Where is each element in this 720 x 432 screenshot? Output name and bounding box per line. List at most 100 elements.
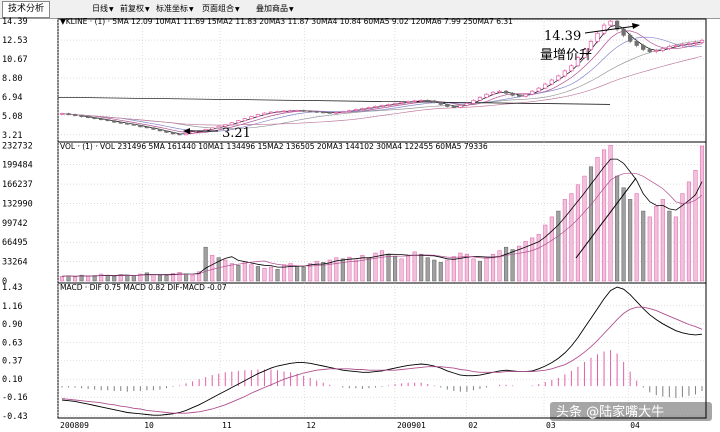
y-tick-label: 232732 bbox=[2, 141, 33, 151]
candle-body bbox=[582, 49, 587, 58]
candle-body bbox=[543, 83, 548, 89]
volume-bar bbox=[628, 199, 633, 282]
candle-body bbox=[516, 94, 522, 97]
candle-body bbox=[79, 115, 84, 117]
low-arrowhead bbox=[183, 128, 190, 134]
candle-body bbox=[419, 99, 424, 102]
volume-bar bbox=[334, 257, 339, 282]
volume-bar bbox=[353, 259, 358, 282]
volume-bar bbox=[210, 255, 215, 282]
toolbar-item-adjust[interactable]: 前复权▼ bbox=[120, 4, 150, 13]
toolbar-item-daily[interactable]: 日线▼ bbox=[92, 4, 114, 13]
volume-bar bbox=[445, 259, 450, 282]
candle-body bbox=[451, 106, 456, 108]
candle-body bbox=[353, 109, 359, 111]
volume-bar bbox=[425, 257, 430, 282]
candle-body bbox=[223, 124, 228, 127]
volume-bar bbox=[177, 272, 182, 282]
volume-bar bbox=[575, 184, 580, 282]
volume-bar bbox=[170, 273, 176, 282]
candle-body bbox=[327, 112, 332, 114]
y-tick-label: 0.63 bbox=[2, 338, 22, 348]
candle-body bbox=[347, 110, 352, 112]
volume-bar bbox=[99, 273, 104, 282]
y-tick-label: 10.67 bbox=[2, 55, 28, 65]
y-tick-label: -0.43 bbox=[2, 412, 28, 422]
candle-body bbox=[490, 91, 496, 95]
y-tick-label: 12.53 bbox=[2, 36, 28, 46]
candle-body bbox=[138, 124, 143, 128]
candle-body bbox=[484, 93, 489, 98]
candle-body bbox=[170, 132, 176, 135]
candle-body bbox=[432, 100, 437, 103]
peak-arrow bbox=[584, 25, 637, 34]
volume-bar bbox=[569, 193, 574, 282]
candle-body bbox=[680, 44, 685, 46]
price-header: ▼KLINE · (1) · 5MA 12.09 10MA1 11.69 15M… bbox=[60, 17, 513, 26]
toolbar-item-overlay[interactable]: 叠加商品▼ bbox=[256, 4, 294, 13]
candle-body bbox=[405, 101, 411, 103]
candle-body bbox=[647, 49, 652, 52]
x-tick-label: 04 bbox=[630, 421, 640, 430]
moving-average-line bbox=[61, 30, 703, 134]
volume-bar bbox=[647, 216, 652, 282]
volume-bar bbox=[621, 187, 626, 282]
volume-bar bbox=[634, 193, 639, 282]
tab-technical-analysis[interactable]: 技术分析 bbox=[2, 1, 50, 18]
candle-body bbox=[118, 121, 123, 124]
candle-body bbox=[562, 70, 568, 77]
candle-body bbox=[281, 110, 287, 113]
candle-body bbox=[294, 110, 300, 112]
volume-bar bbox=[184, 273, 189, 282]
candle-body bbox=[621, 28, 626, 36]
candle-body bbox=[85, 116, 91, 118]
x-tick-label: 12 bbox=[306, 421, 316, 430]
chart-frame bbox=[57, 18, 707, 419]
volume-bar bbox=[680, 193, 685, 282]
volume-bar bbox=[249, 264, 254, 282]
volume-bar bbox=[595, 157, 600, 282]
volume-bar bbox=[59, 276, 65, 282]
volume-bar bbox=[608, 145, 613, 282]
volume-bar bbox=[562, 199, 567, 282]
volume-bar bbox=[79, 274, 84, 282]
volume-bar bbox=[360, 255, 365, 282]
volume-bar bbox=[504, 246, 509, 282]
x-tick-label: 11 bbox=[222, 421, 232, 430]
candle-body bbox=[334, 112, 339, 114]
volume-bar bbox=[157, 274, 163, 282]
candle-body bbox=[386, 104, 391, 106]
long-trend-line bbox=[57, 96, 611, 105]
toolbar-item-coordinate[interactable]: 标准坐标▼ bbox=[156, 4, 194, 13]
candle-body bbox=[229, 122, 234, 126]
volume-bar bbox=[268, 266, 274, 282]
y-tick-label: 3.21 bbox=[2, 131, 22, 141]
volume-bar bbox=[641, 210, 646, 282]
volume-bar bbox=[340, 258, 345, 282]
y-tick-label: 0.90 bbox=[2, 320, 22, 330]
candle-body bbox=[177, 133, 182, 136]
volume-trendline bbox=[575, 177, 637, 259]
candle-body bbox=[66, 113, 71, 115]
candle-body bbox=[673, 45, 679, 47]
volume-bar bbox=[73, 276, 78, 282]
volume-bar bbox=[281, 264, 287, 282]
volume-bar bbox=[262, 267, 267, 282]
candle-body bbox=[340, 111, 345, 113]
candle-body bbox=[308, 110, 313, 113]
volume-bar bbox=[242, 261, 247, 282]
volume-bar bbox=[399, 258, 404, 282]
volume-bar bbox=[105, 275, 110, 282]
toolbar-item-page-combo[interactable]: 页面组合▼ bbox=[202, 4, 240, 13]
watermark: 头条 @陆家嘴大牛 bbox=[556, 404, 664, 420]
candle-body bbox=[216, 125, 221, 129]
volume-bar bbox=[236, 265, 241, 282]
volume-bar bbox=[510, 249, 515, 282]
annotation-peak: 14.39 bbox=[544, 29, 581, 44]
candle-body bbox=[268, 111, 274, 114]
moving-average-line bbox=[61, 36, 703, 132]
candle-body bbox=[458, 105, 463, 108]
y-tick-label: 66495 bbox=[2, 238, 28, 248]
volume-bar bbox=[314, 260, 319, 282]
macd-header: MACD · DIF 0.75 MACD 0.82 DIF-MACD -0.07 bbox=[60, 283, 227, 292]
